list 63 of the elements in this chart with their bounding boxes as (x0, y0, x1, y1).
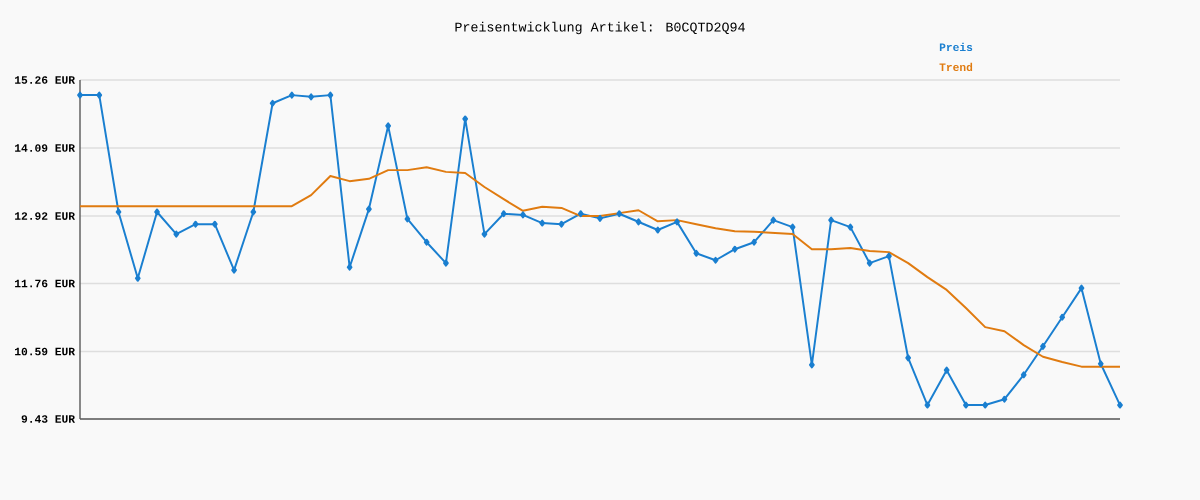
point (924, 401, 931, 409)
point (558, 220, 565, 228)
point (115, 208, 122, 216)
point (654, 226, 661, 234)
point (943, 366, 950, 374)
point (635, 218, 642, 226)
point (597, 214, 603, 222)
point (1078, 284, 1085, 292)
point (385, 122, 392, 130)
point (154, 208, 160, 216)
point (404, 215, 411, 223)
point (539, 219, 546, 227)
point (1040, 342, 1046, 350)
point (1020, 371, 1027, 379)
point (481, 230, 488, 238)
point (346, 263, 353, 271)
point (211, 220, 218, 228)
point (1059, 313, 1066, 321)
point (77, 91, 83, 99)
point (886, 252, 892, 260)
y-tick-label: 15.26 EUR (15, 76, 76, 84)
point (866, 259, 873, 267)
chart-title: Preisentwicklung Artikel: B0CQTD2Q94 (455, 21, 745, 35)
point (828, 216, 835, 224)
point (1097, 360, 1104, 368)
point (963, 401, 969, 409)
point (269, 99, 276, 107)
point (423, 238, 430, 246)
point (520, 211, 526, 219)
point (616, 210, 623, 218)
point (96, 91, 103, 99)
point (905, 354, 912, 362)
point (443, 259, 449, 267)
point (751, 238, 757, 246)
point (674, 218, 680, 226)
point (192, 220, 199, 228)
text: Preis (939, 42, 973, 52)
y-tick-label: 12.92 EUR (15, 212, 76, 220)
point (462, 115, 469, 123)
point (366, 205, 372, 213)
y-tick-label: 11.76 EUR (15, 279, 76, 288)
y-tick-label: 9.43 EUR (21, 415, 76, 423)
y-tick-label: 10.59 EUR (15, 347, 76, 356)
point (250, 208, 257, 216)
point (231, 266, 237, 274)
point (173, 230, 180, 238)
text: Trend (939, 62, 973, 72)
point (693, 249, 700, 257)
point (731, 245, 738, 253)
point (982, 401, 989, 409)
point (712, 256, 719, 264)
point (847, 223, 854, 231)
point (288, 91, 295, 99)
point (808, 361, 815, 369)
point (1117, 401, 1123, 409)
point (500, 210, 507, 218)
point (327, 91, 334, 99)
point (789, 223, 796, 231)
y-tick-label: 14.09 EUR (15, 144, 76, 152)
point (770, 216, 777, 224)
point (1001, 395, 1008, 403)
point (308, 93, 314, 101)
point (577, 210, 584, 218)
